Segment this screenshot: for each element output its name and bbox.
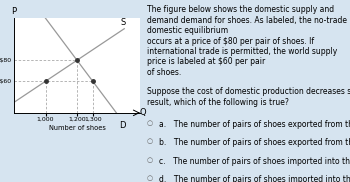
Text: P₂ = $60: P₂ = $60: [0, 79, 11, 84]
Text: ○: ○: [147, 175, 153, 181]
Text: b. The number of pairs of shoes exported from the country decreases: b. The number of pairs of shoes exported…: [159, 138, 350, 147]
Text: P₁ = $80: P₁ = $80: [0, 58, 11, 63]
Text: P: P: [10, 7, 16, 16]
Text: a. The number of pairs of shoes exported from the country increases: a. The number of pairs of shoes exported…: [159, 120, 350, 129]
Text: Suppose the cost of domestic production decreases so that the new equilibrium do: Suppose the cost of domestic production …: [147, 87, 350, 107]
Text: ○: ○: [147, 120, 153, 126]
X-axis label: Number of shoes: Number of shoes: [49, 125, 105, 131]
Text: Q: Q: [139, 108, 146, 117]
Text: D: D: [119, 121, 126, 130]
Text: d. The number of pairs of shoes imported into the country increases: d. The number of pairs of shoes imported…: [159, 175, 350, 182]
Text: c. The number of pairs of shoes imported into the country decreases: c. The number of pairs of shoes imported…: [159, 157, 350, 165]
Text: ○: ○: [147, 157, 153, 163]
Text: S: S: [120, 18, 125, 27]
Text: The figure below shows the domestic supply and demand demand for shoes. As label: The figure below shows the domestic supp…: [147, 5, 347, 77]
Text: ○: ○: [147, 138, 153, 144]
